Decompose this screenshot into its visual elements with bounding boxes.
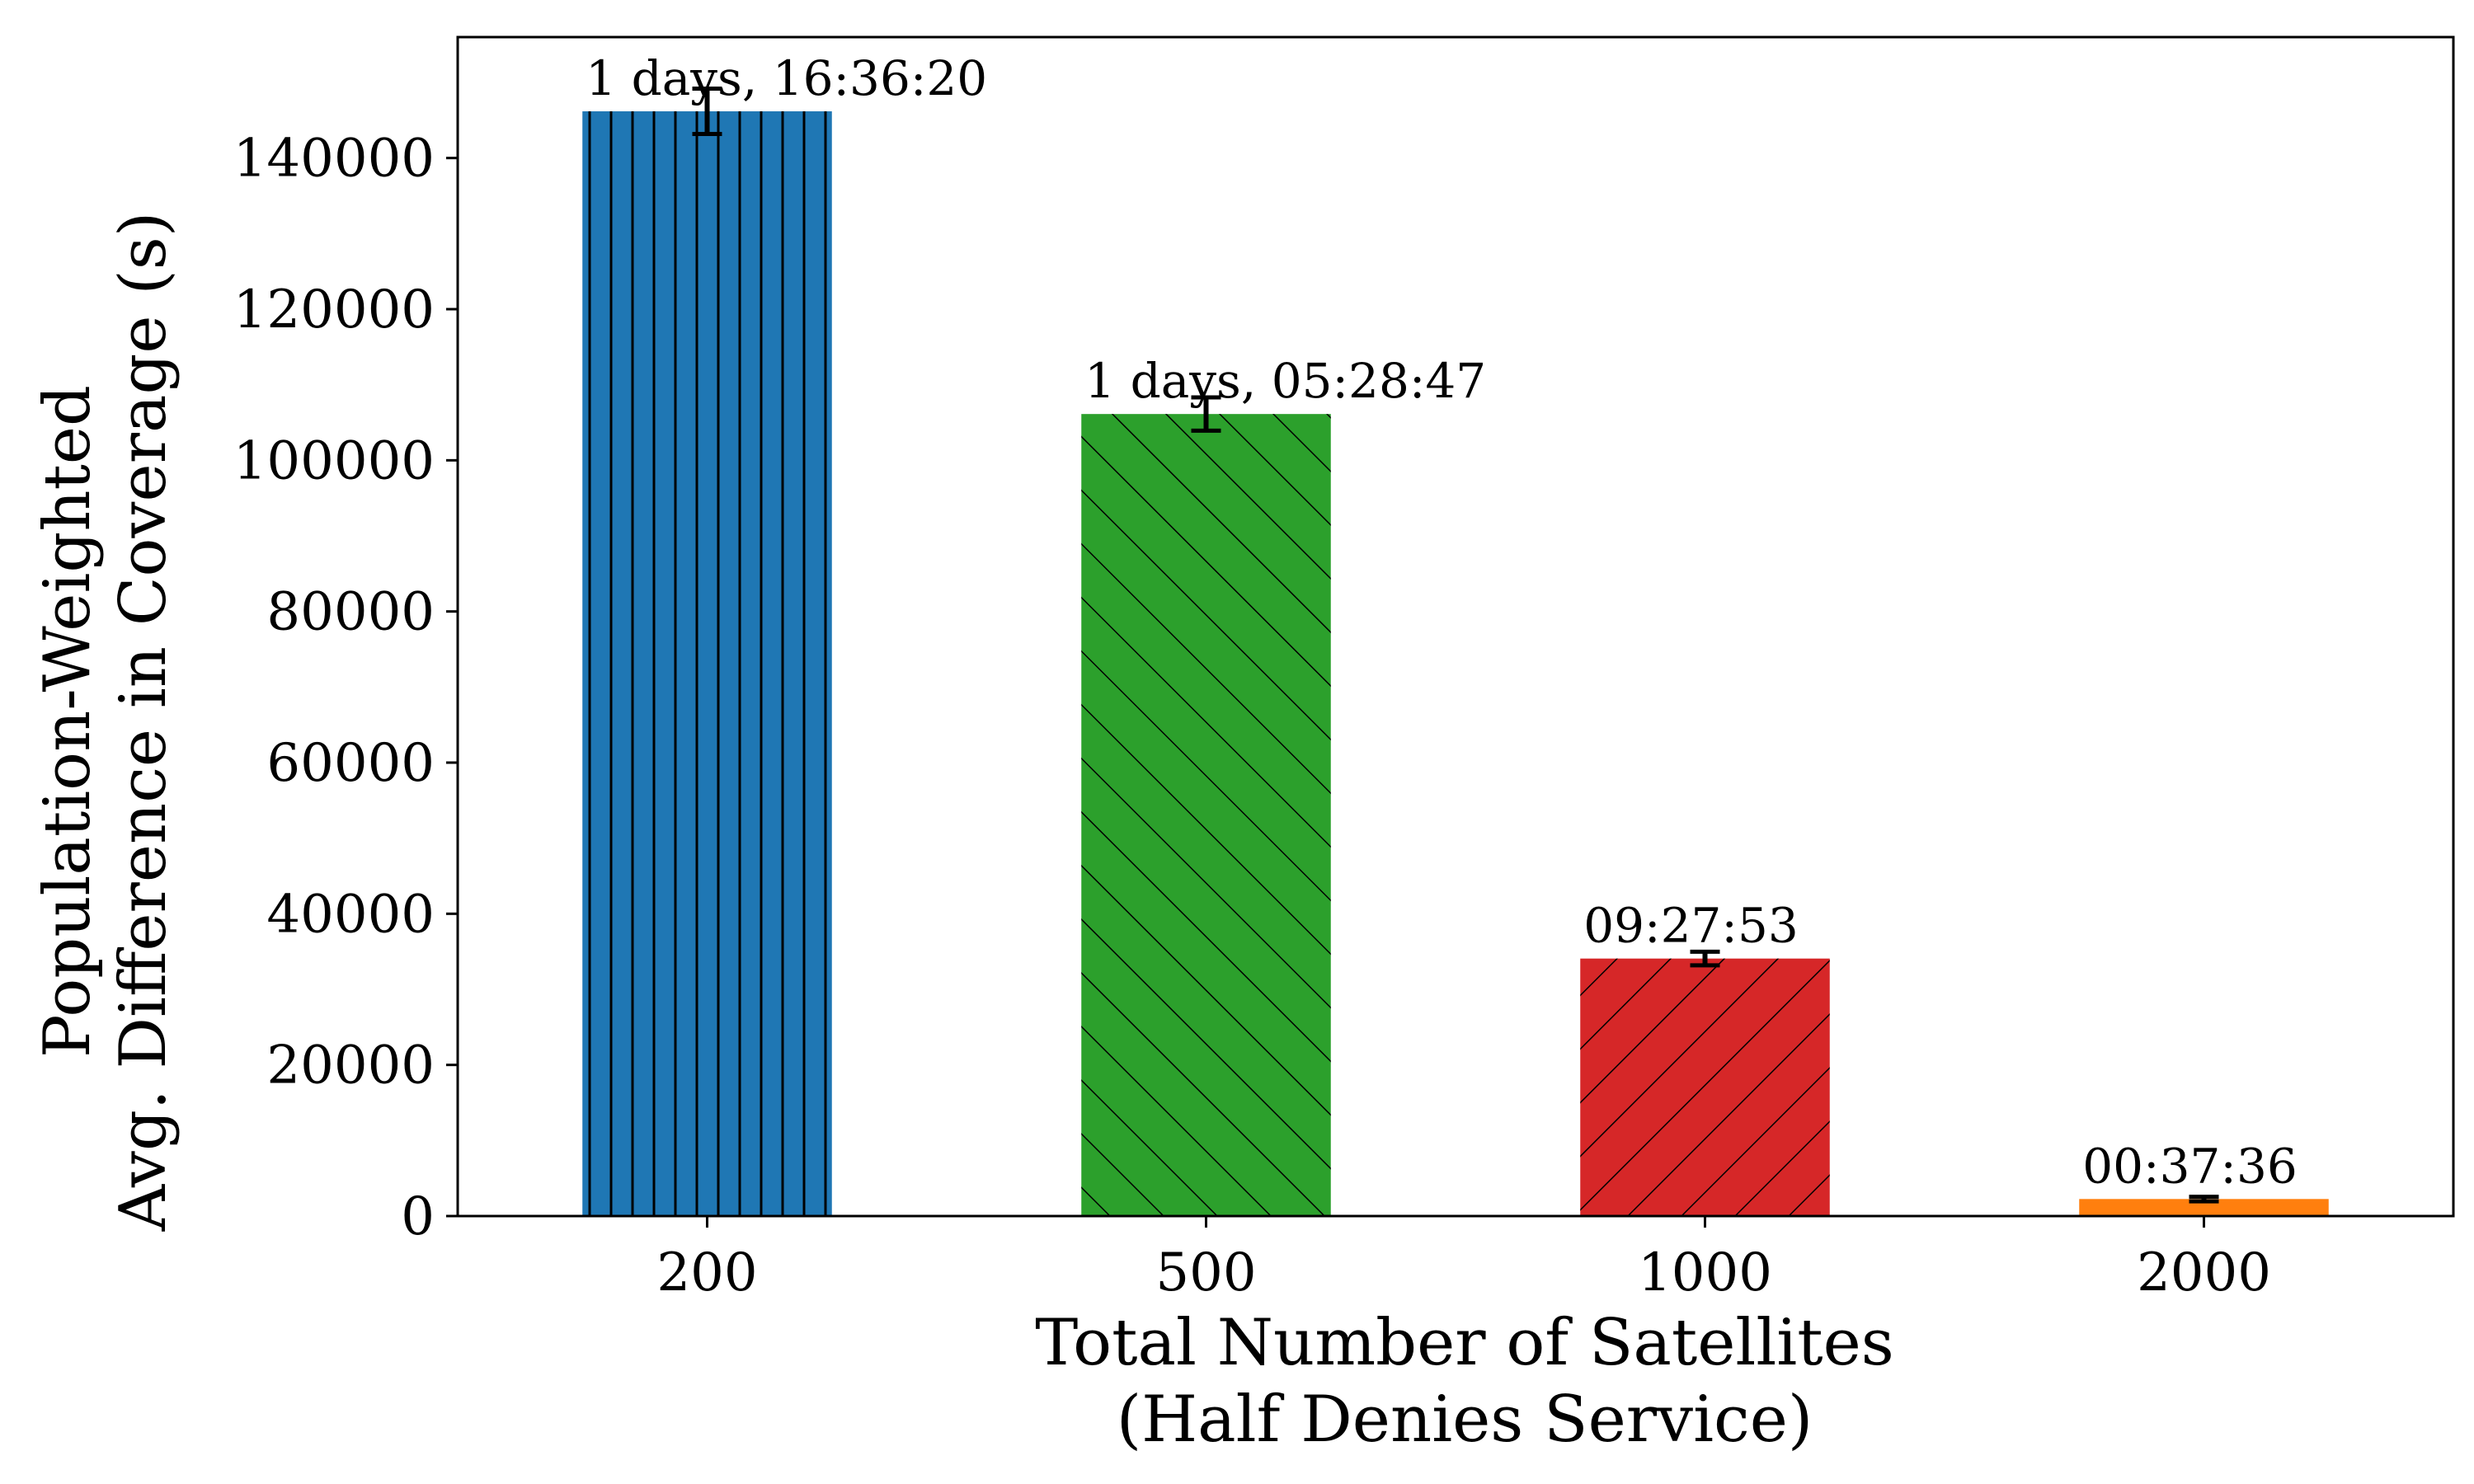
y-axis-ticks: 0 20000 40000 60000 80000 100000 120000 140000 [233,129,458,1247]
x-axis-title: Total Number of Satellites [1035,1306,1894,1380]
bar-hatch-500 [1081,414,1331,1216]
y-tick-label-140000: 140000 [233,129,435,190]
error-bar-500 [1191,395,1221,433]
x-axis-title-line2: (Half Denies Service) [1117,1383,1813,1457]
y-tick-label-120000: 120000 [233,279,435,340]
bar-2000 [2079,1199,2329,1216]
error-bar-200 [692,87,722,137]
y-tick-label-40000: 40000 [266,884,435,945]
bar-value-label-1000: 09:27:53 [1583,898,1799,954]
plot-frame [456,35,2455,1218]
bar-hatch-200 [582,111,832,1217]
y-tick-label-60000: 60000 [266,733,435,794]
bar-labels-layer: 1 days, 16:36:20 1 days, 05:28:47 09:27:53… [586,50,2298,1194]
error-bar-2000 [2189,1195,2219,1204]
x-axis-ticks: 200 500 1000 2000 [656,1216,2271,1303]
y-tick-label-0: 0 [401,1186,435,1247]
y-tick-label-20000: 20000 [266,1036,435,1097]
bar-value-label-200: 1 days, 16:36:20 [586,50,987,106]
bar-hatch-1000 [1580,958,1830,1216]
x-tick-label-500: 500 [1155,1242,1256,1303]
x-tick-label-1000: 1000 [1638,1242,1772,1303]
y-tick-label-100000: 100000 [233,430,435,491]
error-bar-1000 [1690,949,1720,968]
x-tick-label-200: 200 [656,1242,757,1303]
bar-value-label-2000: 00:37:36 [2082,1138,2298,1194]
bar-value-label-500: 1 days, 05:28:47 [1084,353,1486,409]
bars-layer [582,111,2329,1217]
y-axis-title-line2: Avg. Difference in Coverage (s) [106,212,181,1233]
y-axis-title: Population-Weighted [31,385,105,1058]
y-tick-label-80000: 80000 [266,582,435,643]
x-tick-label-2000: 2000 [2137,1242,2271,1303]
error-bars-layer [692,87,2219,1204]
